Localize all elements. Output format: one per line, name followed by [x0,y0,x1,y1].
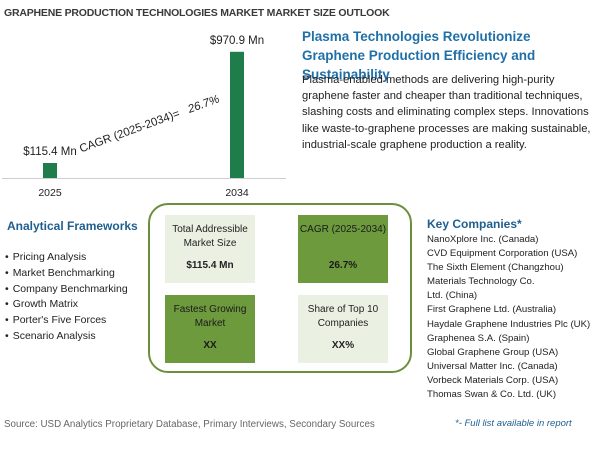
company-item: The Sixth Element (Changzhou) Materials … [427,262,564,288]
metric-label: CAGR (2025-2034) [299,224,387,235]
bar-2025 [43,162,57,178]
company-item: CVD Equipment Corporation (USA) [427,248,578,260]
framework-item: Porter's Five Forces [5,313,128,329]
value-label-2025: $115.4 Mn [23,146,77,158]
company-item: Haydale Graphene Industries Plc (UK) [427,318,591,330]
full-list-note: *- Full list available in report [455,418,572,429]
metric-label: Fastest Growing Market [173,304,247,329]
headline: Plasma Technologies Revolutionize Graphe… [302,29,536,82]
company-item: Vorbeck Materials Corp. (USA) [427,374,559,386]
description: Plasma-enabled methods are delivering hi… [302,74,591,151]
framework-item: Scenario Analysis [5,329,128,345]
company-item: Universal Matter Inc. (Canada) [427,360,558,372]
company-item: Global Graphene Group (USA) [427,346,559,358]
framework-item: Market Benchmarking [5,266,128,282]
metric-value: XX% [331,340,355,351]
page-title: GRAPHENE PRODUCTION TECHNOLOGIES MARKET … [4,7,390,19]
metric-label: Share of Top 10 Companies [307,304,379,329]
category-label-2034: 2034 [225,187,249,199]
company-item: Ltd. (China) [427,290,478,302]
metric-tile-fastest-growing: Fastest Growing Market XX [165,295,255,363]
metric-tile-cagr: CAGR (2025-2034) 26.7% [298,215,388,283]
frameworks-list: Pricing Analysis Market Benchmarking Com… [5,250,128,345]
framework-item: Company Benchmarking [5,282,128,298]
key-companies-title: Key Companies* [427,217,522,231]
company-item: Thomas Swan & Co. Ltd. (UK) [427,389,557,401]
metric-tile-market-size: Total Addressible Market Size $115.4 Mn [165,215,255,283]
chart-svg: $115.4 Mn 2025 $970.9 Mn 2034 [2,35,286,199]
framework-item: Growth Matrix [5,297,128,313]
metrics-panel: Total Addressible Market Size $115.4 Mn … [148,203,412,373]
metric-value: XX [203,340,217,351]
source-note: Source: USD Analytics Proprietary Databa… [4,419,375,430]
company-item: Graphenea S.A. (Spain) [427,332,530,344]
frameworks-title: Analytical Frameworks [7,219,138,233]
framework-item: Pricing Analysis [5,250,128,266]
company-item: NanoXplore Inc. (Canada) [427,234,539,245]
company-item: First Graphene Ltd. (Australia) [427,304,557,316]
bar-2034 [230,51,244,178]
market-size-chart: $115.4 Mn 2025 $970.9 Mn 2034 CAGR (2025-20… [0,22,290,207]
category-label-2025: 2025 [38,187,62,199]
metric-value: $115.4 Mn [186,260,234,271]
metric-value: 26.7% [328,260,358,271]
metric-tile-top10-share: Share of Top 10 Companies XX% [298,295,388,363]
metric-label: Total Addressible Market Size [172,224,248,249]
key-companies-list: NanoXplore Inc. (Canada) CVD Equipment C… [427,233,597,402]
value-label-2034: $970.9 Mn [210,35,264,47]
